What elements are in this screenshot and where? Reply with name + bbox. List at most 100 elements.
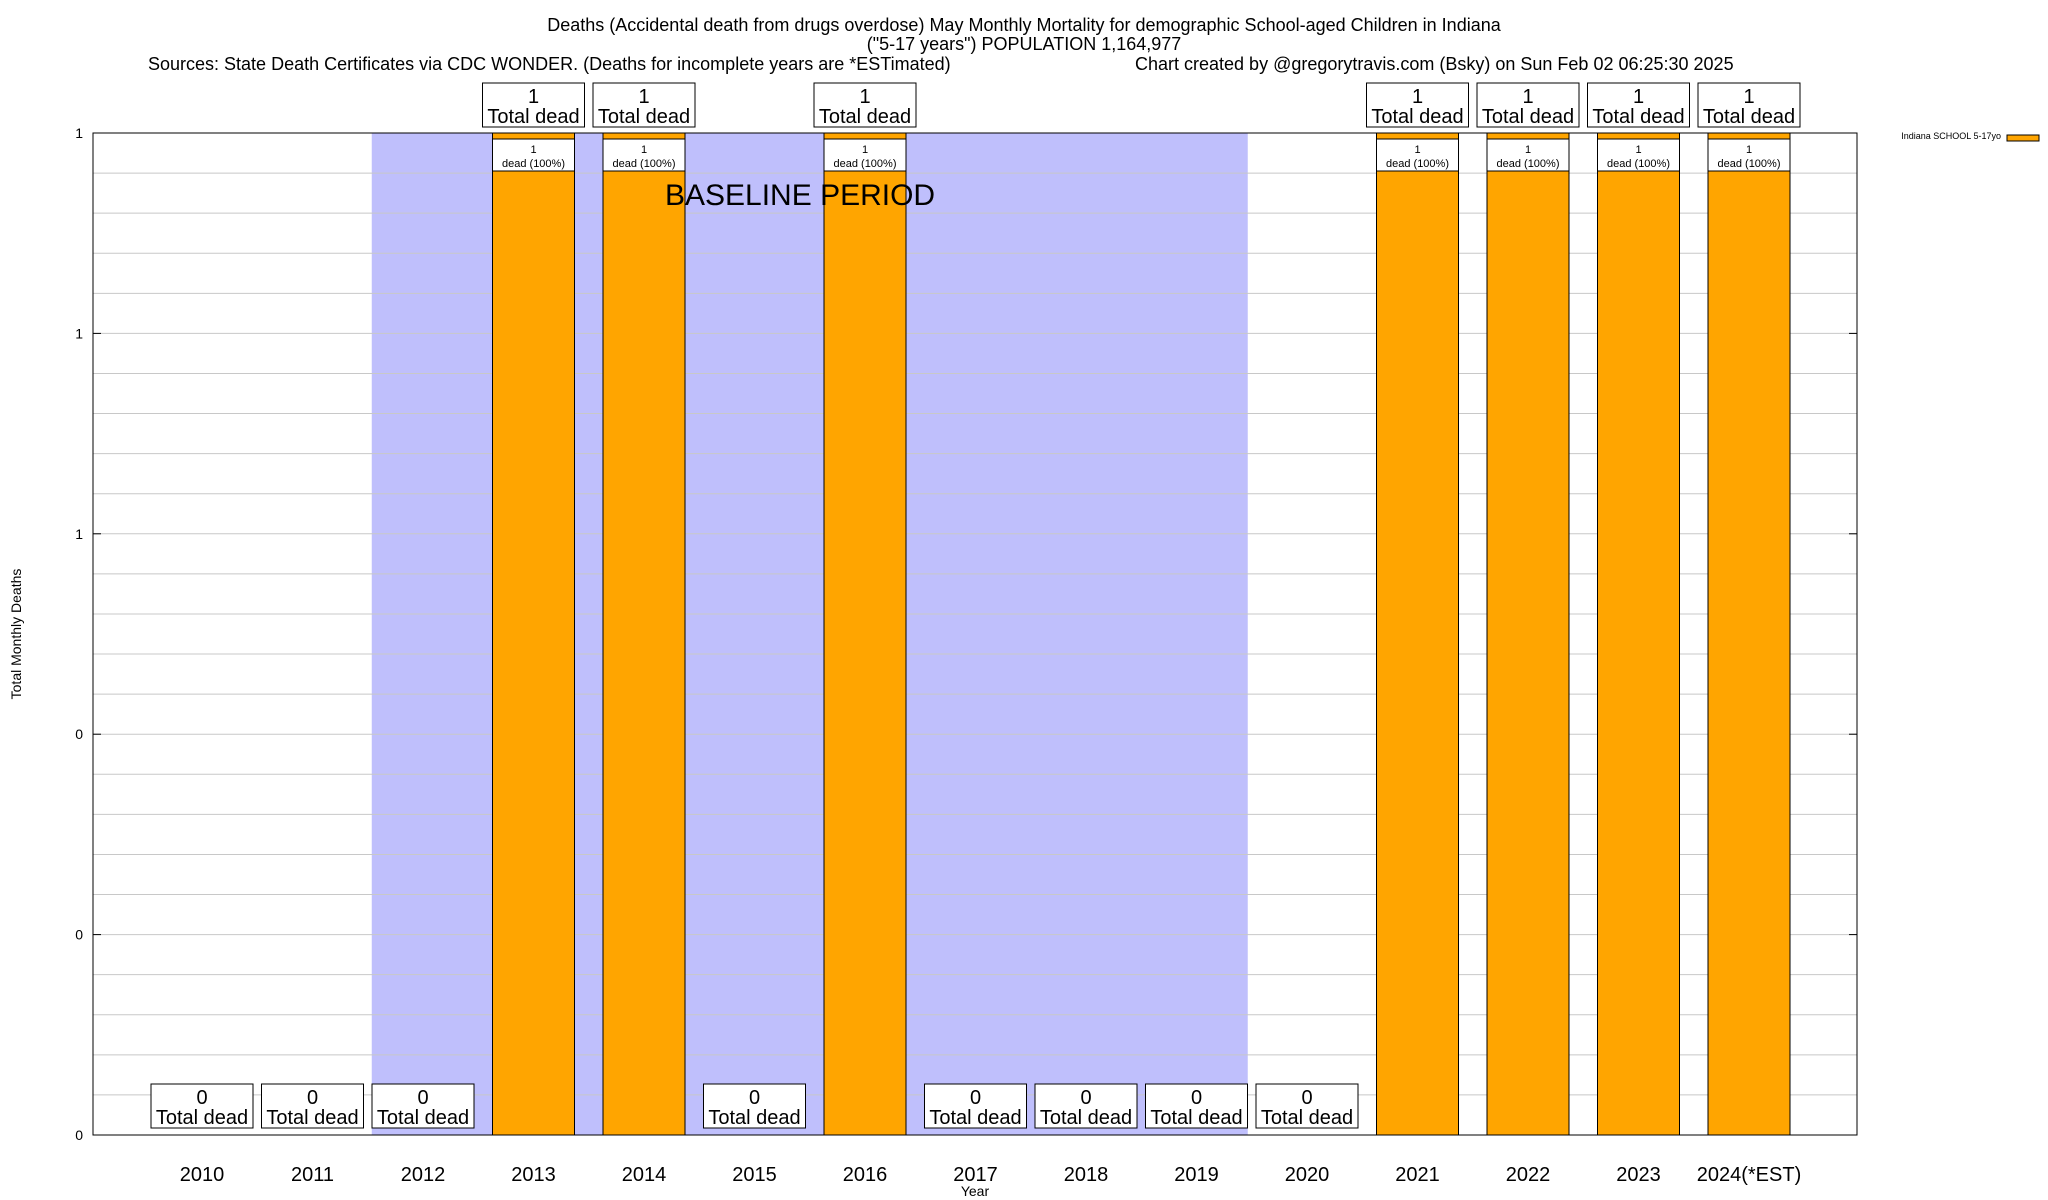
total-label-text: Total dead [929,1107,1021,1129]
x-tick-label: 2024(*EST) [1697,1164,1802,1186]
total-label-text: Total dead [598,106,690,128]
total-label-box [1366,82,1469,128]
chart-title-line1: Deaths (Accidental death from drugs over… [547,15,1501,35]
y-tick-label: 1 [75,325,83,341]
x-tick-label: 2023 [1616,1164,1661,1186]
x-tick-label: 2018 [1064,1164,1109,1186]
x-tick-label: 2021 [1395,1164,1440,1186]
y-axis: 0 0 0 1 1 1 [75,125,1857,1143]
y-tick-label: 0 [75,927,83,943]
x-tick-label: 2013 [511,1164,556,1186]
total-label-text: Total dead [487,106,579,128]
total-label-box [150,1083,254,1129]
segment-label-count: 1 [530,144,536,156]
segment-label-text: dead (100%) [1497,158,1560,170]
segment-label-count: 1 [1414,144,1420,156]
segment-label-count: 1 [1746,144,1752,156]
total-label-box [1587,82,1690,128]
chart-title-line2: ("5-17 years") POPULATION 1,164,977 [866,34,1182,54]
bar [1707,132,1791,1136]
chart-sources: Sources: State Death Certificates via CD… [148,54,951,74]
total-label-text: Total dead [1482,106,1574,128]
segment-label-count: 1 [1635,144,1641,156]
total-label-count: 1 [638,86,649,108]
total-label-text: Total dead [156,1107,248,1129]
total-label-text: Total dead [1371,106,1463,128]
total-label-box [813,82,917,128]
total-label-box [703,1083,806,1129]
bar [492,132,575,1136]
y-tick-label: 1 [75,125,83,141]
total-label-count: 0 [1191,1087,1202,1109]
bar [602,132,686,1136]
total-label-text: Total dead [1150,1107,1242,1129]
x-tick-label: 2011 [291,1164,334,1186]
x-tick-label: 2010 [180,1164,225,1186]
total-label-text: Total dead [1040,1107,1132,1129]
total-label-text: Total dead [1261,1107,1353,1129]
bar [823,132,907,1136]
chart-credit: Chart created by @gregorytravis.com (Bsk… [1135,54,1734,74]
total-label-box [1255,1083,1359,1129]
segment-label-box [1376,138,1459,172]
segment-label-box [823,138,907,172]
bar [1376,132,1459,1136]
total-label-count: 0 [196,1087,207,1109]
segment-label-count: 1 [862,144,868,156]
bar [1486,132,1570,1136]
total-label-box [371,1083,475,1129]
total-label-box [592,82,696,128]
segment-label-count: 1 [641,144,647,156]
x-tick-label: 2022 [1506,1164,1551,1186]
segment-label-text: dead (100%) [834,158,897,170]
total-label-count: 1 [528,86,539,108]
x-tick-label: 2019 [1174,1164,1219,1186]
y-tick-label: 1 [75,526,83,542]
total-label-count: 0 [307,1087,318,1109]
x-tick-label: 2017 [953,1164,998,1186]
segment-label-box [492,138,575,172]
total-label-count: 0 [749,1087,760,1109]
plot-frame [92,132,1858,1136]
total-label-count: 0 [1301,1087,1312,1109]
y-tick-label: 0 [75,1127,83,1143]
segment-label-box [1707,138,1791,172]
y-tick-label: 0 [75,726,83,742]
x-axis-title: Year [961,1183,990,1199]
legend-swatch [2006,134,2040,142]
total-label-count: 1 [1522,86,1533,108]
total-label-box [1697,82,1801,128]
total-label-text: Total dead [1703,106,1795,128]
x-tick-label: 2020 [1285,1164,1330,1186]
total-label-count: 0 [417,1087,428,1109]
total-label-count: 0 [1080,1087,1091,1109]
total-label-text: Total dead [819,106,911,128]
bar [1597,132,1680,1136]
total-label-box [261,1083,364,1129]
total-label-text: Total dead [1592,106,1684,128]
x-axis: 2010 2011 2012 2013 2014 2015 2016 2017 2018 2019… [180,1164,1802,1186]
segment-label-text: dead (100%) [502,158,565,170]
segment-label-box [1486,138,1570,172]
total-label-count: 1 [1633,86,1644,108]
segment-label-text: dead (100%) [1607,158,1670,170]
bars [197,132,1791,1136]
x-tick-label: 2012 [401,1164,446,1186]
total-label-count: 1 [1412,86,1423,108]
total-label-box [1145,1083,1248,1129]
segment-label-text: dead (100%) [1386,158,1449,170]
total-label-text: Total dead [377,1107,469,1129]
segment-label-text: dead (100%) [1718,158,1781,170]
total-label-text: Total dead [266,1107,358,1129]
segment-label-text: dead (100%) [613,158,676,170]
total-label-box [924,1083,1027,1129]
y-axis-title: Total Monthly Deaths [8,569,24,700]
segment-label-count: 1 [1525,144,1531,156]
total-label-count: 1 [859,86,870,108]
total-label-box [482,82,585,128]
x-tick-label: 2014 [622,1164,667,1186]
total-label-box [1476,82,1580,128]
baseline-period-label: BASELINE PERIOD [665,179,935,212]
total-label-box [1034,1083,1138,1129]
